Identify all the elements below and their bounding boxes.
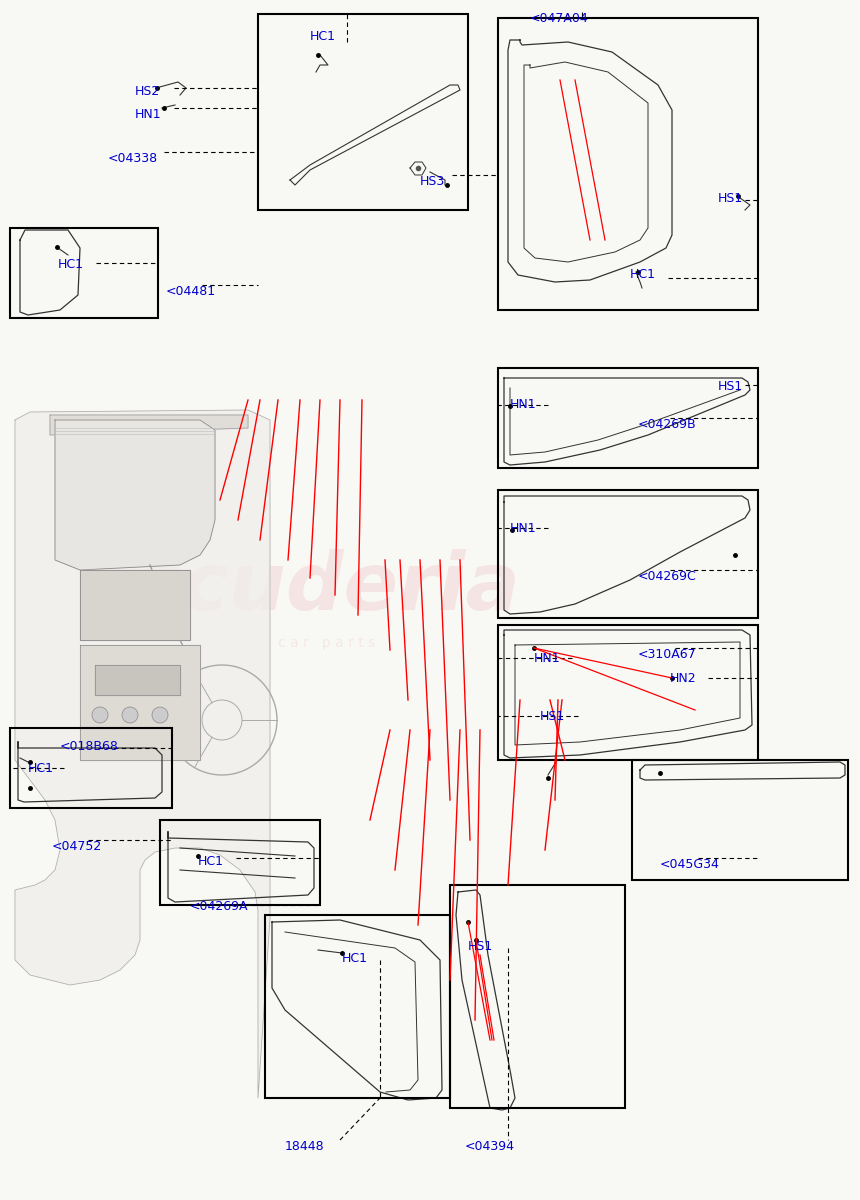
Bar: [498, 625, 758, 760]
Text: HS1: HS1: [468, 940, 494, 953]
Text: HC1: HC1: [630, 268, 656, 281]
Text: c a r   p a r t s: c a r p a r t s: [278, 636, 376, 650]
Bar: [265, 914, 450, 1098]
Text: <047A04: <047A04: [530, 12, 589, 25]
Text: HS1: HS1: [540, 710, 565, 722]
Text: HC1: HC1: [28, 762, 54, 775]
Text: HS1: HS1: [718, 380, 743, 392]
Text: HS3: HS3: [420, 175, 445, 188]
Bar: [10, 228, 158, 318]
Text: HN1: HN1: [135, 108, 162, 121]
Text: HC1: HC1: [58, 258, 84, 271]
Text: 18448: 18448: [285, 1140, 324, 1153]
Text: HC1: HC1: [198, 854, 224, 868]
Polygon shape: [95, 665, 180, 695]
Text: HN2: HN2: [670, 672, 697, 685]
Text: HS2: HS2: [135, 85, 160, 98]
Circle shape: [92, 707, 108, 722]
Bar: [258, 14, 468, 210]
Text: <04752: <04752: [52, 840, 102, 853]
Text: <04338: <04338: [108, 152, 158, 164]
Bar: [450, 886, 625, 1108]
Bar: [498, 18, 758, 310]
Text: HS1: HS1: [718, 192, 743, 205]
Text: <04481: <04481: [166, 284, 216, 298]
Bar: [498, 368, 758, 468]
Text: <310A67: <310A67: [638, 648, 697, 661]
Bar: [160, 820, 320, 905]
Text: <04394: <04394: [465, 1140, 515, 1153]
Polygon shape: [80, 646, 200, 760]
Text: HC1: HC1: [342, 952, 368, 965]
Bar: [498, 490, 758, 618]
Bar: [10, 728, 172, 808]
Bar: [632, 760, 848, 880]
Circle shape: [152, 707, 168, 722]
Text: scuderia: scuderia: [133, 550, 520, 626]
Text: HN1: HN1: [510, 398, 537, 410]
Text: <04269B: <04269B: [638, 418, 697, 431]
Polygon shape: [80, 570, 190, 640]
Text: HC1: HC1: [310, 30, 336, 43]
Polygon shape: [50, 415, 248, 434]
Polygon shape: [55, 420, 215, 570]
Text: <04269C: <04269C: [638, 570, 697, 583]
Text: <04269A: <04269A: [190, 900, 249, 913]
Text: HN1: HN1: [510, 522, 537, 535]
Polygon shape: [15, 410, 270, 1098]
Text: HN1: HN1: [534, 652, 561, 665]
Circle shape: [122, 707, 138, 722]
Text: <045G34: <045G34: [660, 858, 720, 871]
Text: <018B68: <018B68: [60, 740, 119, 754]
